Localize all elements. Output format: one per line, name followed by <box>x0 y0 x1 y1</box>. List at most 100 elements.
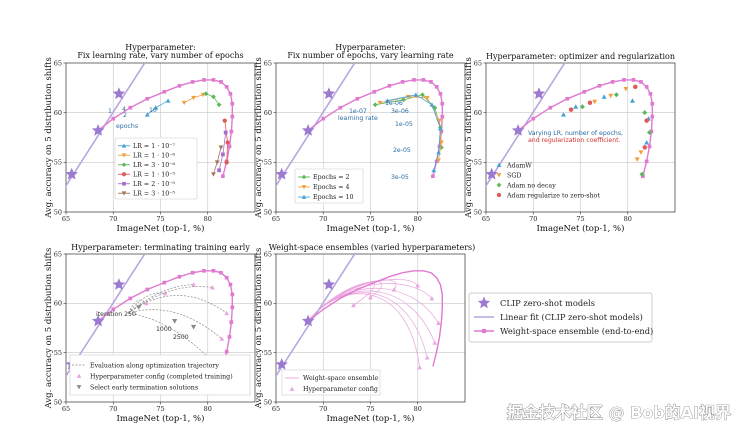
epoch-series-line <box>387 94 441 171</box>
epoch-annotation: epochs <box>116 123 138 130</box>
legend-label: AdamW <box>506 162 532 169</box>
y-tick-label: 60 <box>54 109 62 117</box>
legend-label: LR = 2 · 10⁻⁵ <box>133 181 176 188</box>
legend-marker <box>121 172 127 177</box>
optimizer-point <box>623 86 629 92</box>
iteration-annotation: 2500 <box>173 334 189 341</box>
hp-config-point <box>436 320 441 325</box>
x-axis-label: ImageNet (top-1, %) <box>117 413 205 424</box>
x-tick-label: 75 <box>156 215 164 223</box>
legend-label: Evaluation along optimization trajectory <box>90 362 219 369</box>
lr-series-point <box>203 91 209 97</box>
zero-shot-star <box>275 167 288 180</box>
ensemble-point <box>221 174 225 179</box>
x-axis-label: ImageNet (top-1, %) <box>117 223 205 234</box>
y-tick-label: 55 <box>54 159 62 167</box>
optimizer-point <box>560 112 566 117</box>
legend-label: Epochs = 2 <box>313 174 350 181</box>
ensemble-point <box>224 275 229 280</box>
optimizer-point <box>639 171 645 177</box>
ensemble-point <box>439 129 444 134</box>
ensemble-point <box>412 78 416 82</box>
lr-series-point <box>211 94 216 100</box>
ensemble-point <box>190 270 195 275</box>
optimizer-point <box>601 94 607 99</box>
hp-config-point <box>143 300 149 306</box>
ensemble-point <box>219 80 223 84</box>
y-tick-label: 50 <box>474 208 482 216</box>
y-tick-label: 60 <box>54 300 62 308</box>
legend-box <box>281 369 381 396</box>
legend-label: Linear fit (CLIP zero-shot models) <box>500 312 643 322</box>
x-tick-label: 75 <box>156 405 164 413</box>
optimizer-point <box>579 104 585 110</box>
trajectory-line <box>128 309 223 340</box>
ensemble-point <box>224 85 229 89</box>
zero-shot-star <box>322 87 336 100</box>
ensemble-point <box>227 144 232 149</box>
ensemble-point <box>228 91 233 96</box>
epoch-series-point <box>377 100 383 106</box>
y-tick-label: 65 <box>264 250 272 258</box>
ensemble-point <box>421 78 426 82</box>
legend-label: Adam no decay <box>506 182 556 189</box>
zero-shot-star <box>485 167 498 180</box>
zero-shot-star <box>91 314 105 327</box>
optimizer-point <box>642 145 648 150</box>
optimizer-point <box>644 139 650 145</box>
optimizer-point <box>644 118 649 123</box>
ensemble-point <box>597 84 602 88</box>
legend-label: LR = 1 · 10⁻⁵ <box>133 171 176 178</box>
ensemble-fan-line <box>307 283 433 322</box>
ensemble-point <box>177 274 182 279</box>
y-tick-label: 55 <box>264 349 272 357</box>
ensemble-point <box>230 292 235 297</box>
ensemble-point <box>565 96 570 101</box>
epoch-series-point <box>437 118 442 124</box>
shared-legend: CLIP zero-shot models Linear fit (CLIP ze… <box>468 292 653 343</box>
legend-label: Select early termination solutions <box>90 384 198 391</box>
termination-point <box>136 305 142 310</box>
zero-shot-star <box>301 124 315 136</box>
legend-label: Epochs = 4 <box>313 184 350 191</box>
legend-label: Weight-space ensemble <box>303 375 378 382</box>
hp-config-point <box>162 291 168 296</box>
panel-optimizer: Hyperparameter: optimizer and regulariza… <box>464 52 676 234</box>
panel-weight-space-ensembles: Weight-space ensembles (varied hyperpara… <box>254 243 475 424</box>
trajectory-line <box>128 286 213 314</box>
optimizer-point <box>638 150 644 155</box>
lr-series-point <box>144 112 150 117</box>
ensemble-point <box>531 116 536 121</box>
y-tick-label: 60 <box>264 300 272 308</box>
lr-series-point <box>153 105 159 110</box>
linear-fit-line <box>276 254 356 378</box>
legend-ensemble-marker <box>481 328 487 334</box>
hp-config-point <box>219 336 225 341</box>
x-axis-label: ImageNet (top-1, %) <box>537 223 625 234</box>
x-tick-label: 75 <box>576 215 584 223</box>
trajectory-line <box>128 292 166 314</box>
x-tick-label: 80 <box>624 215 632 223</box>
legend-label: LR = 3 · 10⁻⁶ <box>133 162 176 169</box>
shared-legend-box <box>468 292 653 343</box>
x-tick-label: 70 <box>109 215 117 223</box>
trajectory-line <box>128 284 194 314</box>
ensemble-point <box>647 144 652 149</box>
optimizer-point <box>629 98 635 103</box>
lr-series-point <box>214 160 220 165</box>
annotation-line: and regularization coefficient. <box>528 137 621 144</box>
y-tick-label: 50 <box>54 398 62 406</box>
ensemble-point <box>644 85 649 89</box>
panel-title-line: Fix learning rate, vary number of epochs <box>77 51 243 60</box>
ensemble-point <box>111 307 116 312</box>
y-tick-label: 65 <box>54 59 62 67</box>
ensemble-curve <box>517 79 653 177</box>
iteration-annotation: iteration 250 <box>96 311 136 318</box>
legend-label: CLIP zero-shot models <box>500 298 595 308</box>
legend-marker <box>496 182 502 188</box>
ensemble-curve <box>97 79 233 177</box>
ensemble-point <box>227 335 232 339</box>
ensemble-point <box>434 159 439 164</box>
ensemble-point <box>145 96 150 101</box>
ensemble-point <box>440 101 445 106</box>
